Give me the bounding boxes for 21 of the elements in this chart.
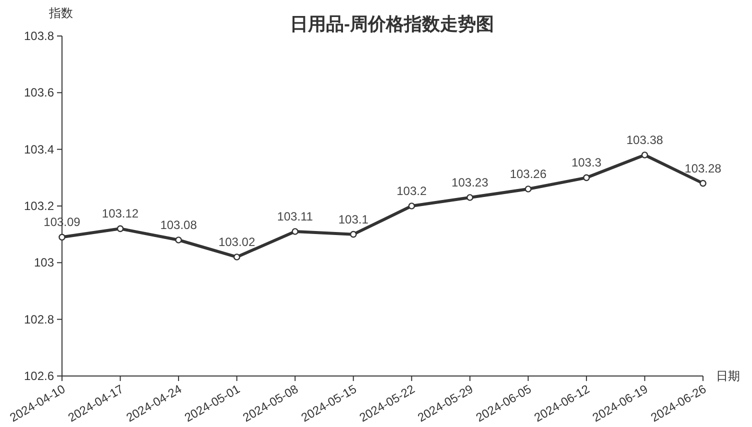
- y-axis-title: 指数: [49, 6, 73, 20]
- y-tick-label: 103.2: [24, 199, 54, 213]
- data-label: 103.2: [396, 184, 427, 198]
- y-tick-label: 102.8: [24, 312, 54, 326]
- y-tick-label: 103.8: [24, 29, 54, 43]
- y-tick-label: 103: [34, 256, 54, 270]
- data-label: 103.26: [510, 167, 547, 181]
- y-tick-label: 103.4: [24, 142, 54, 156]
- x-axis-title: 日期: [716, 369, 740, 383]
- data-label: 103.02: [218, 235, 256, 249]
- y-tick-label: 103.6: [24, 86, 54, 100]
- data-label: 103.12: [102, 206, 139, 221]
- data-label: 103.28: [684, 161, 722, 176]
- data-label: 103.3: [571, 156, 602, 170]
- data-label: 103.1: [338, 212, 368, 226]
- data-label: 103.11: [277, 210, 313, 224]
- data-label: 103.23: [452, 176, 488, 190]
- title: 日用品-周价格指数走势图: [290, 14, 494, 34]
- y-tick-label: 102.6: [24, 369, 54, 383]
- data-label: 103.38: [626, 133, 664, 147]
- data-label: 103.08: [160, 218, 197, 232]
